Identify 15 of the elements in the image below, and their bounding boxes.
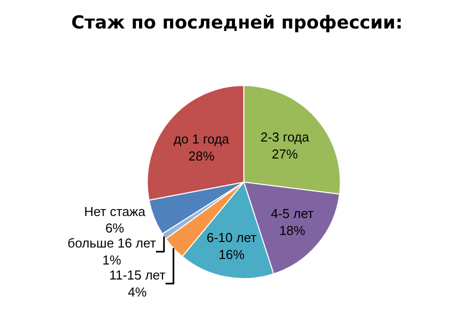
chart-title: Стаж по последней профессии: (71, 12, 403, 34)
slice-label: Нет стажа (84, 204, 146, 219)
data-label: 6% (105, 220, 125, 236)
slice-label: 6-10 лет (206, 230, 257, 246)
slice-label: 2-3 года (260, 130, 310, 145)
data-label: 1% (102, 252, 122, 268)
data-label: 27% (272, 146, 298, 162)
slice-label: до 1 года (174, 131, 230, 146)
slice-label: 4-5 лет (270, 206, 314, 222)
data-label: 4% (128, 284, 148, 300)
slice-label: больше 16 лет (68, 236, 156, 251)
data-label: 18% (279, 223, 306, 238)
data-label: 16% (218, 247, 246, 262)
slice-label: 11-15 лет (109, 268, 166, 283)
data-label: 28% (188, 148, 215, 164)
